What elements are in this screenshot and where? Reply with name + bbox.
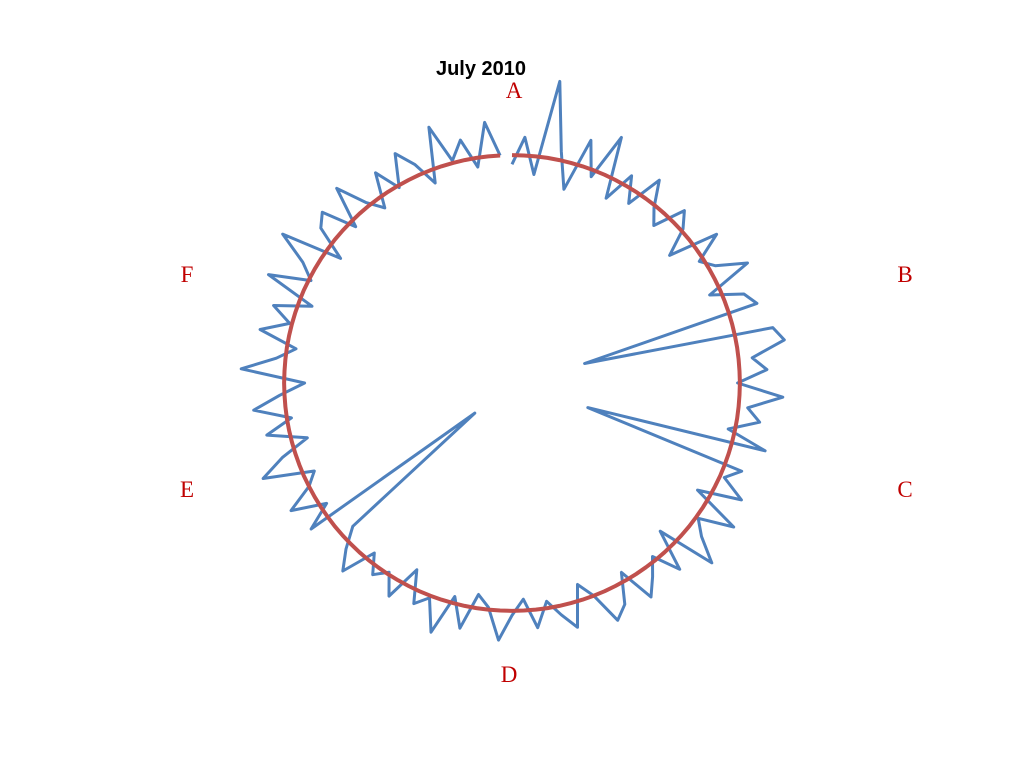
data-line (239, 79, 786, 642)
annotation: D (501, 662, 518, 687)
annotation: A (506, 78, 523, 103)
annotation: E (180, 477, 194, 502)
annotation: F (181, 262, 194, 287)
reference-line (282, 153, 742, 613)
annotation: B (897, 262, 912, 287)
annotation: C (897, 477, 912, 502)
chart-title: July 2010 (436, 58, 526, 80)
